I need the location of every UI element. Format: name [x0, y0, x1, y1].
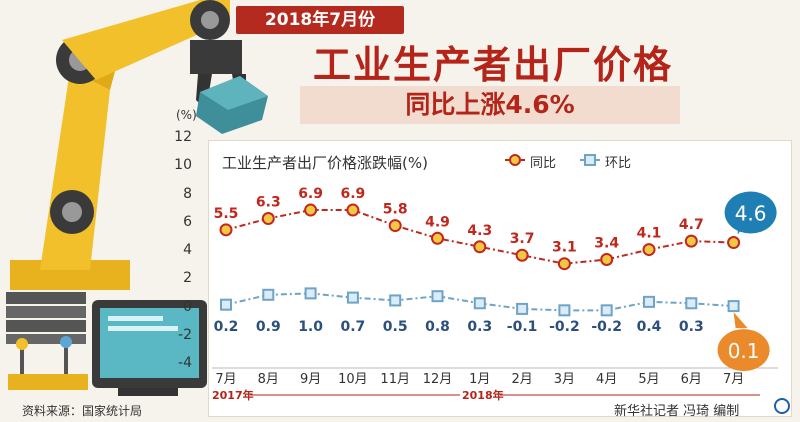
series-mom-data-label: 1.0 — [298, 319, 323, 335]
series-mom-data-label: 0.5 — [383, 319, 408, 335]
series-mom-point — [389, 294, 402, 307]
x-tick-label: 7月 — [723, 372, 744, 387]
y-tick-label: 6 — [183, 213, 192, 230]
x-tick-label: 9月 — [300, 372, 321, 387]
chart-title: 工业生产者出厂价格涨跌幅(%) — [222, 154, 428, 172]
series-mom-data-label: -0.2 — [549, 319, 580, 335]
series-mom-point — [220, 298, 232, 311]
x-tick-label: 4月 — [596, 372, 617, 387]
series-mom-point — [600, 304, 613, 317]
series-mom-point — [558, 304, 571, 317]
page-title: 工业生产者出厂价格 — [312, 43, 673, 87]
y-tick-label: -4 — [178, 355, 192, 371]
year-label-2017: 2017年 — [212, 388, 254, 402]
series-yoy-point — [684, 234, 698, 248]
series-yoy-point — [473, 240, 487, 254]
x-tick-label: 1月 — [469, 372, 490, 387]
credit-line: 新华社记者 冯琦 编制 — [614, 404, 740, 419]
series-yoy-data-label: 6.9 — [298, 186, 323, 202]
y-tick-label: 12 — [174, 129, 192, 145]
y-tick-label: 0 — [183, 298, 192, 315]
y-tick-label: 8 — [183, 185, 192, 202]
series-yoy-data-label: 6.3 — [256, 195, 281, 211]
y-axis-unit: (%) — [176, 108, 197, 122]
x-tick-label: 3月 — [554, 372, 575, 387]
callout-mom-bubble — [717, 329, 770, 372]
legend-yoy-label: 同比 — [530, 156, 557, 171]
series-mom-point — [643, 295, 655, 308]
series-yoy-point — [261, 212, 275, 226]
series-yoy-point — [304, 203, 318, 217]
series-yoy-point — [557, 257, 571, 271]
callout-yoy-bubble — [724, 191, 777, 234]
x-tick-label: 12月 — [423, 372, 453, 387]
y-tick-label: 10 — [174, 157, 192, 174]
series-yoy-point — [727, 236, 741, 250]
series-yoy-data-label: 3.4 — [594, 235, 619, 251]
y-tick-label: 2 — [183, 270, 192, 287]
series-yoy-data-label: 5.8 — [383, 202, 408, 218]
series-yoy-point — [600, 252, 614, 266]
date-badge-label: 2018年7月份 — [264, 10, 376, 30]
series-mom-point — [262, 288, 275, 301]
x-tick-label: 5月 — [638, 372, 659, 387]
series-yoy-point — [388, 219, 402, 233]
series-mom-data-label: 0.3 — [679, 319, 704, 335]
series-yoy-data-label: 3.1 — [552, 240, 577, 256]
series-yoy-data-label: 6.9 — [340, 186, 365, 202]
series-mom-point — [346, 291, 359, 304]
series-mom-point — [473, 297, 486, 310]
x-tick-label: 6月 — [681, 372, 702, 387]
series-mom-point — [516, 302, 529, 315]
subtitle-band — [300, 86, 680, 124]
series-mom-data-label: 0.3 — [467, 319, 492, 335]
x-tick-label: 2月 — [511, 372, 532, 387]
year-label-2018: 2018年 — [462, 388, 504, 402]
date-badge — [236, 6, 404, 34]
y-tick-label: 4 — [183, 242, 192, 258]
callout-yoy-value: 4.6 — [735, 202, 767, 226]
series-yoy-point — [642, 243, 656, 257]
series-mom-data-label: 0.2 — [214, 319, 239, 335]
legend-mom-icon — [580, 154, 600, 166]
series-mom-point — [304, 287, 317, 300]
series-mom-data-label: -0.1 — [507, 319, 538, 335]
series-mom-data-label: -0.2 — [591, 319, 622, 335]
series-yoy-point — [346, 203, 360, 217]
series-mom-point — [727, 300, 740, 313]
series-mom-data-label: 0.9 — [256, 319, 281, 335]
xinhua-logo-icon — [774, 398, 790, 414]
callout-mom-pointer — [733, 312, 748, 329]
series-mom-data-label: 0.7 — [340, 319, 365, 335]
series-mom-point — [685, 297, 698, 310]
series-mom-data-label: 0.4 — [637, 319, 662, 335]
series-yoy-point — [219, 223, 233, 237]
x-tick-label: 11月 — [380, 372, 410, 387]
callout-mom-value: 0.1 — [728, 339, 760, 363]
series-yoy-data-label: 3.7 — [510, 231, 535, 247]
series-mom-point — [431, 290, 444, 303]
series-yoy-point — [431, 231, 444, 245]
series-yoy-point — [515, 248, 529, 262]
robot-arm-illustration — [6, 0, 268, 396]
chart-panel — [208, 140, 792, 417]
series-yoy-data-label: 4.9 — [425, 214, 450, 230]
data-source: 资料来源：国家统计局 — [22, 404, 143, 418]
x-tick-label: 7月 — [215, 372, 236, 387]
page-subtitle: 同比上涨4.6% — [405, 90, 575, 119]
x-tick-label: 8月 — [258, 372, 279, 387]
legend-mom-label: 环比 — [605, 156, 632, 171]
legend-yoy-icon — [505, 154, 525, 166]
series-yoy-data-label: 4.7 — [679, 217, 704, 233]
series-mom-data-label: 0.8 — [425, 319, 450, 335]
x-tick-label: 10月 — [338, 372, 368, 387]
y-tick-label: -2 — [178, 326, 192, 343]
series-yoy-data-label: 5.5 — [214, 206, 239, 222]
series-yoy-data-label: 4.1 — [637, 226, 662, 242]
series-yoy-data-label: 4.3 — [467, 223, 492, 239]
